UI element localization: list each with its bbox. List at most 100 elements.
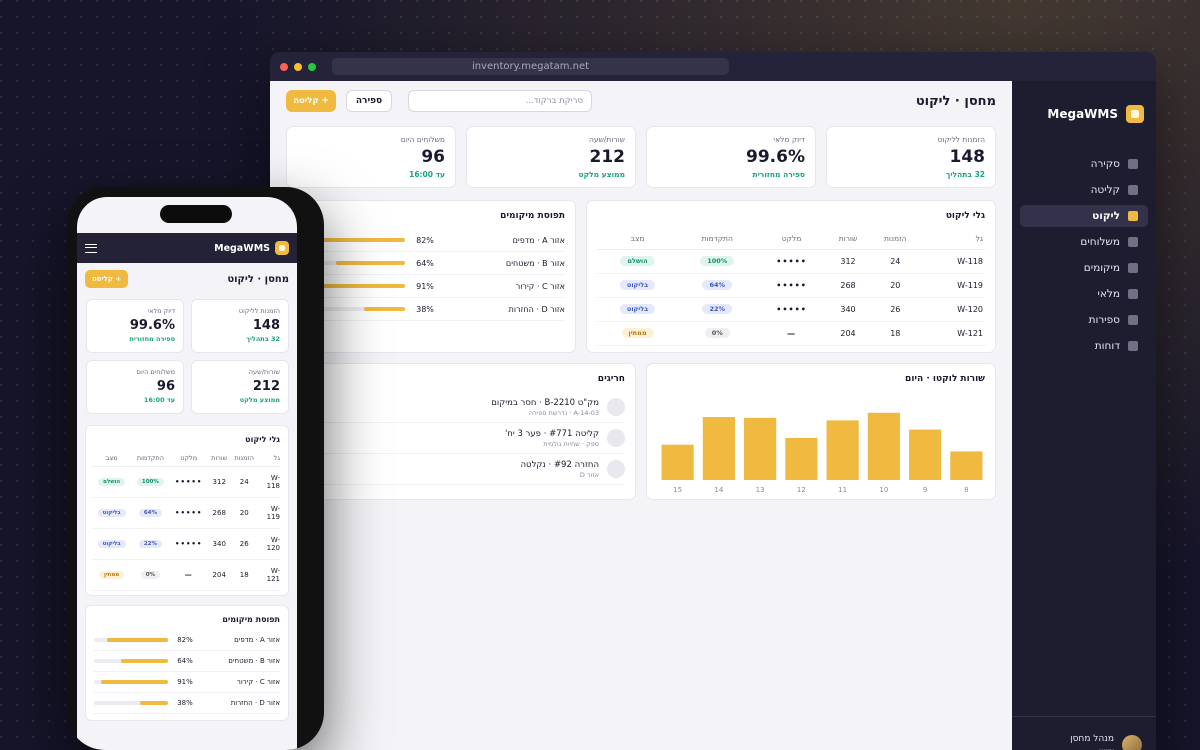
alert-item[interactable]: החזרה #92 · נקלטה אזור D <box>297 454 625 485</box>
sidebar-item[interactable]: קליטה <box>1020 179 1148 201</box>
kpi-value: 99.6% <box>746 147 805 167</box>
sidebar-item-label: משלוחים <box>1080 236 1120 248</box>
sidebar-item[interactable]: סקירה <box>1020 153 1148 175</box>
column-header[interactable]: הזמנות <box>869 229 922 250</box>
chart-title: שורות לוקטו · היום <box>905 374 985 384</box>
alert-item[interactable]: קליטה #771 · פער 3 יח' ספק · שחיות גולמית <box>297 423 625 454</box>
progress-badge: 100% <box>700 256 735 266</box>
barcode-search-input[interactable] <box>408 90 592 112</box>
sidebar-item-label: סקירה <box>1090 158 1120 170</box>
sidebar-item[interactable]: מיקומים <box>1020 257 1148 279</box>
picker: ••••• <box>756 249 827 274</box>
location-name: אזור C · קירור <box>236 677 280 686</box>
phone-screen: MegaWMS מחסן · ליקוט + קליטה הזמנות לליק… <box>77 197 297 750</box>
column-header[interactable]: מלקט <box>169 450 208 467</box>
sidebar-item[interactable]: משלוחים <box>1020 231 1148 253</box>
brand[interactable]: MegaWMS <box>1012 81 1156 131</box>
occupancy-bar <box>297 284 405 288</box>
x-tick-label: 8 <box>964 486 968 494</box>
kpi-value: 99.6% <box>129 318 175 333</box>
column-header[interactable]: מלקט <box>756 229 827 250</box>
bar-11 <box>826 420 859 480</box>
phone-mockup: MegaWMS מחסן · ליקוט + קליטה הזמנות לליק… <box>67 187 324 750</box>
table-row[interactable]: W-119 20 268 ••••• 64% בליקוט <box>597 273 985 298</box>
location-name: אזור D · החזרות <box>230 698 280 707</box>
x-tick-label: 14 <box>714 486 723 494</box>
close-window-button[interactable] <box>280 63 288 71</box>
column-header[interactable]: שורות <box>207 450 231 467</box>
location-name: אזור C · קירור <box>515 281 565 291</box>
status-badge: בליקוט <box>97 540 126 548</box>
picker-name: ••••• <box>776 280 807 290</box>
column-header[interactable]: גל <box>258 450 280 467</box>
alert-item[interactable]: מק"ט B-2210 · חסר במיקום A-14-03 · נדרשת … <box>297 392 625 423</box>
column-header[interactable]: התקדמות <box>131 450 170 467</box>
table-row[interactable]: W-120 26 340 ••••• 22% בליקוט <box>597 297 985 322</box>
kpi-value: 212 <box>252 379 280 394</box>
orders-count: 24 <box>230 466 258 498</box>
kpi-card-lines-per-hour: שורות/שעה 212 ממוצע מלקט <box>191 360 289 414</box>
maximize-window-button[interactable] <box>308 63 316 71</box>
alert-icon <box>607 398 625 416</box>
count-button[interactable]: ספירה <box>346 90 392 112</box>
table-row[interactable]: W-121 18 204 — 0% ממתין <box>597 321 985 346</box>
column-header[interactable]: הזמנות <box>230 450 258 467</box>
lines-count: 312 <box>826 249 870 274</box>
sidebar-item[interactable]: ספירות <box>1020 309 1148 331</box>
nav-icon <box>1128 237 1138 247</box>
location-pct: 64% <box>177 656 193 665</box>
column-header[interactable]: התקדמות <box>678 229 757 250</box>
occupancy-bar <box>94 700 168 705</box>
nav-icon <box>1128 211 1138 221</box>
table-row[interactable]: W-120 26 340 ••••• 22% בליקוט <box>92 528 280 560</box>
location-pct: 91% <box>177 677 193 686</box>
table-row[interactable]: W-119 20 268 ••••• 64% בליקוט <box>92 497 280 529</box>
menu-icon[interactable] <box>85 243 97 253</box>
column-header[interactable]: שורות <box>826 229 870 250</box>
picker: ••••• <box>169 528 208 560</box>
picker-name: ••••• <box>776 304 807 314</box>
sidebar-item[interactable]: דוחות <box>1020 335 1148 357</box>
orders-count: 20 <box>869 273 922 298</box>
mobile-brand[interactable]: MegaWMS <box>214 241 289 255</box>
mobile-body: מחסן · ליקוט + קליטה הזמנות לליקוט 148 3… <box>85 269 289 730</box>
table-row[interactable]: W-118 24 312 ••••• 100% הושלם <box>597 249 985 274</box>
alert-icon <box>607 429 625 447</box>
top-bar: מחסן · ליקוט ספירה + קליטה <box>286 89 996 113</box>
mobile-receive-button[interactable]: + קליטה <box>85 270 129 288</box>
progress-cell: 64% <box>678 273 757 298</box>
table-row[interactable]: W-118 24 312 ••••• 100% הושלם <box>92 466 280 498</box>
x-tick-label: 10 <box>879 486 888 494</box>
location-pct: 38% <box>177 698 193 707</box>
nav-icon <box>1128 159 1138 169</box>
kpi-sub: ספירה מחזורית <box>129 335 175 343</box>
receive-button[interactable]: + קליטה <box>286 90 336 112</box>
kpi-card-accuracy: דיוק מלאי 99.6% ספירה מחזורית <box>86 299 184 353</box>
alert-title: החזרה #92 · נקלטה <box>520 459 600 470</box>
kpi-sub: ממוצע מלקט <box>578 170 625 179</box>
column-header[interactable]: מצב <box>597 229 679 250</box>
user-profile[interactable]: מנהל מחסן יבואן <box>1012 716 1156 750</box>
minimize-window-button[interactable] <box>294 63 302 71</box>
card-title: תפוסת מיקומים <box>500 211 565 221</box>
column-header[interactable]: מצב <box>92 450 132 467</box>
address-bar[interactable]: inventory.megatam.net <box>332 58 729 75</box>
sidebar-item[interactable]: מלאי <box>1020 283 1148 305</box>
sidebar-item[interactable]: ליקוט <box>1020 205 1148 227</box>
alert-text: החזרה #92 · נקלטה אזור D <box>521 460 600 479</box>
table-row[interactable]: W-121 18 204 — 0% ממתין <box>92 559 280 591</box>
status-cell: הושלם <box>597 249 679 274</box>
phone-notch <box>160 205 232 223</box>
location-name: אזור B · משטחים <box>228 656 280 665</box>
status-cell: ממתין <box>92 559 132 591</box>
bar-chart: 8 9 10 11 12 13 14 15 <box>661 412 983 494</box>
mobile-pick-waves-card: גלי ליקוט גל הזמנות שורות מלקט התקדמות מ… <box>85 425 289 596</box>
progress-badge: 100% <box>136 478 164 486</box>
occupancy-fill <box>363 307 405 311</box>
kpi-sub: עד 16:00 <box>143 396 175 404</box>
middle-row: גלי ליקוט גל הזמנות שורות מלקט התקדמות מ… <box>286 200 996 353</box>
column-header[interactable]: גל <box>921 229 985 250</box>
sidebar-item-label: דוחות <box>1094 340 1120 352</box>
bar-8 <box>950 451 983 480</box>
status-badge: בליקוט <box>97 509 126 517</box>
